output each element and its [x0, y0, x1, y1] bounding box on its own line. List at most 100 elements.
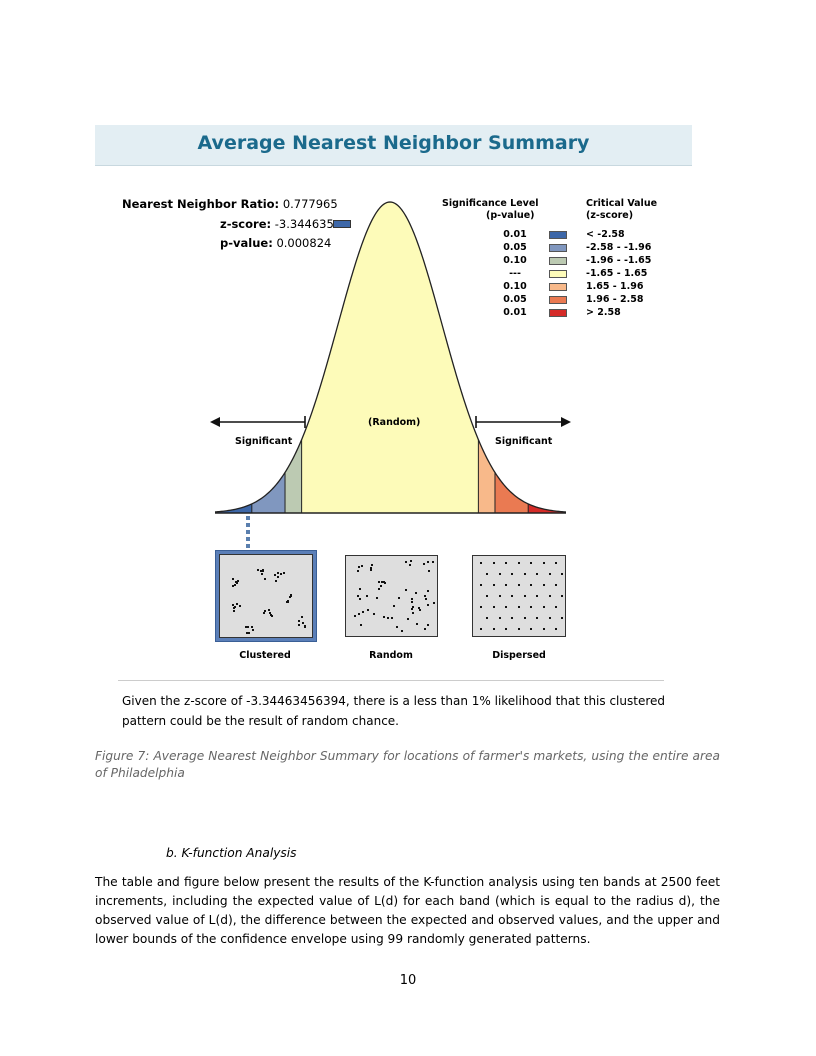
pattern-dot: [505, 562, 507, 564]
pattern-dot: [492, 628, 495, 630]
pattern-dot: [517, 562, 520, 564]
pattern-dot: [358, 587, 361, 590]
pattern-dot: [302, 622, 305, 625]
figure-explanation: Given the z-score of -3.34463456394, the…: [122, 694, 666, 728]
section-paragraph: The table and figure below present the r…: [95, 875, 720, 946]
pattern-dot: [405, 560, 408, 563]
legend-sig-header-1: Significance Level: [442, 198, 539, 209]
pattern-dot: [517, 584, 520, 586]
pattern-dot: [406, 617, 409, 620]
pattern-dot: [548, 595, 551, 597]
pattern-dot: [536, 595, 538, 597]
pattern-dot: [427, 560, 430, 563]
z-score-label: z-score:: [220, 217, 272, 231]
significant-left-label: Significant: [235, 436, 293, 447]
pattern-dot: [367, 608, 370, 611]
pattern-dot: [298, 619, 301, 622]
pattern-dot: [358, 597, 361, 600]
pattern-dot: [405, 589, 408, 592]
pattern-dot: [277, 572, 280, 575]
curve-band: [285, 439, 302, 513]
pattern-dot: [360, 564, 363, 567]
legend-z-range: < -2.58: [586, 229, 625, 240]
legend-p-value: 0.10: [503, 255, 527, 266]
pattern-dot: [247, 631, 250, 634]
pattern-dot: [415, 591, 418, 594]
pattern-dot: [365, 594, 368, 597]
pattern-dot: [395, 625, 398, 628]
pattern-dot: [376, 597, 379, 600]
pattern-dot: [505, 628, 507, 630]
pattern-dot: [511, 573, 513, 575]
pattern-dot: [387, 616, 389, 619]
nn-ratio-label: Nearest Neighbor Ratio:: [122, 197, 280, 211]
page-number: 10: [399, 973, 417, 988]
curve-band: [494, 472, 529, 513]
pattern-dot: [427, 603, 429, 606]
pattern-dot: [422, 563, 425, 566]
pattern-dot: [236, 580, 239, 583]
pattern-dot: [383, 580, 386, 583]
pattern-dot: [486, 617, 488, 619]
pattern-dot: [427, 589, 430, 592]
legend-p-value: ---: [509, 268, 521, 279]
pattern-dot: [373, 613, 376, 616]
pattern-dot: [369, 566, 372, 569]
pattern-dot: [418, 609, 421, 612]
pattern-dot: [511, 595, 513, 597]
curve-band: [251, 472, 286, 513]
pattern-dot: [431, 560, 434, 563]
pattern-dot: [555, 584, 557, 586]
pattern-dot: [498, 617, 501, 619]
curve-bands: [215, 202, 566, 513]
pattern-dot: [233, 606, 236, 609]
pattern-dot: [542, 562, 545, 564]
significant-right-label: Significant: [495, 436, 553, 447]
figure-title-banner: [95, 125, 692, 166]
legend-z-range: 1.65 - 1.96: [586, 281, 644, 292]
pattern-dot: [264, 610, 267, 613]
pattern-dot: [505, 584, 507, 586]
clustered-label: Clustered: [239, 650, 291, 661]
pattern-dot: [303, 625, 306, 628]
pattern-dot: [231, 604, 234, 607]
pattern-dot: [486, 573, 488, 575]
pattern-dot: [279, 572, 282, 575]
pattern-dot: [383, 616, 385, 619]
legend-crit-header-1: Critical Value: [586, 198, 658, 209]
legend-p-value: 0.01: [503, 229, 527, 240]
legend-z-range: -1.96 - -1.65: [586, 255, 652, 266]
pattern-dot: [480, 584, 482, 586]
pattern-dot: [561, 617, 563, 619]
pattern-dot: [369, 568, 372, 571]
legend-swatch: [549, 257, 567, 265]
legend-p-value: 0.10: [503, 281, 527, 292]
pattern-dot: [233, 610, 236, 613]
legend-swatch: [549, 270, 567, 278]
pattern-dot: [287, 600, 290, 603]
legend-z-range: 1.96 - 2.58: [586, 294, 644, 305]
pattern-dot: [411, 601, 414, 604]
pattern-dot: [274, 574, 277, 577]
pattern-dot: [523, 573, 526, 575]
pattern-dot: [523, 595, 526, 597]
legend-swatch: [549, 244, 567, 252]
curve-band: [528, 503, 566, 513]
legend-p-value: 0.05: [503, 294, 527, 305]
pattern-dot: [269, 612, 272, 615]
pattern-dot: [432, 601, 435, 604]
legend-swatch: [549, 231, 567, 239]
random-pattern-label: Random: [369, 650, 413, 661]
pattern-dot: [236, 603, 239, 606]
random-label: (Random): [368, 417, 421, 428]
pattern-dot: [536, 573, 538, 575]
pattern-dot: [542, 628, 545, 630]
pattern-dot: [380, 580, 383, 583]
pattern-dot: [289, 594, 292, 597]
figure-title: Average Nearest Neighbor Summary: [197, 132, 590, 154]
pattern-dot: [233, 583, 236, 586]
z-score-swatch: [333, 220, 351, 228]
pattern-dot: [360, 623, 363, 626]
pattern-dot: [247, 625, 250, 628]
pattern-dot: [412, 606, 415, 609]
